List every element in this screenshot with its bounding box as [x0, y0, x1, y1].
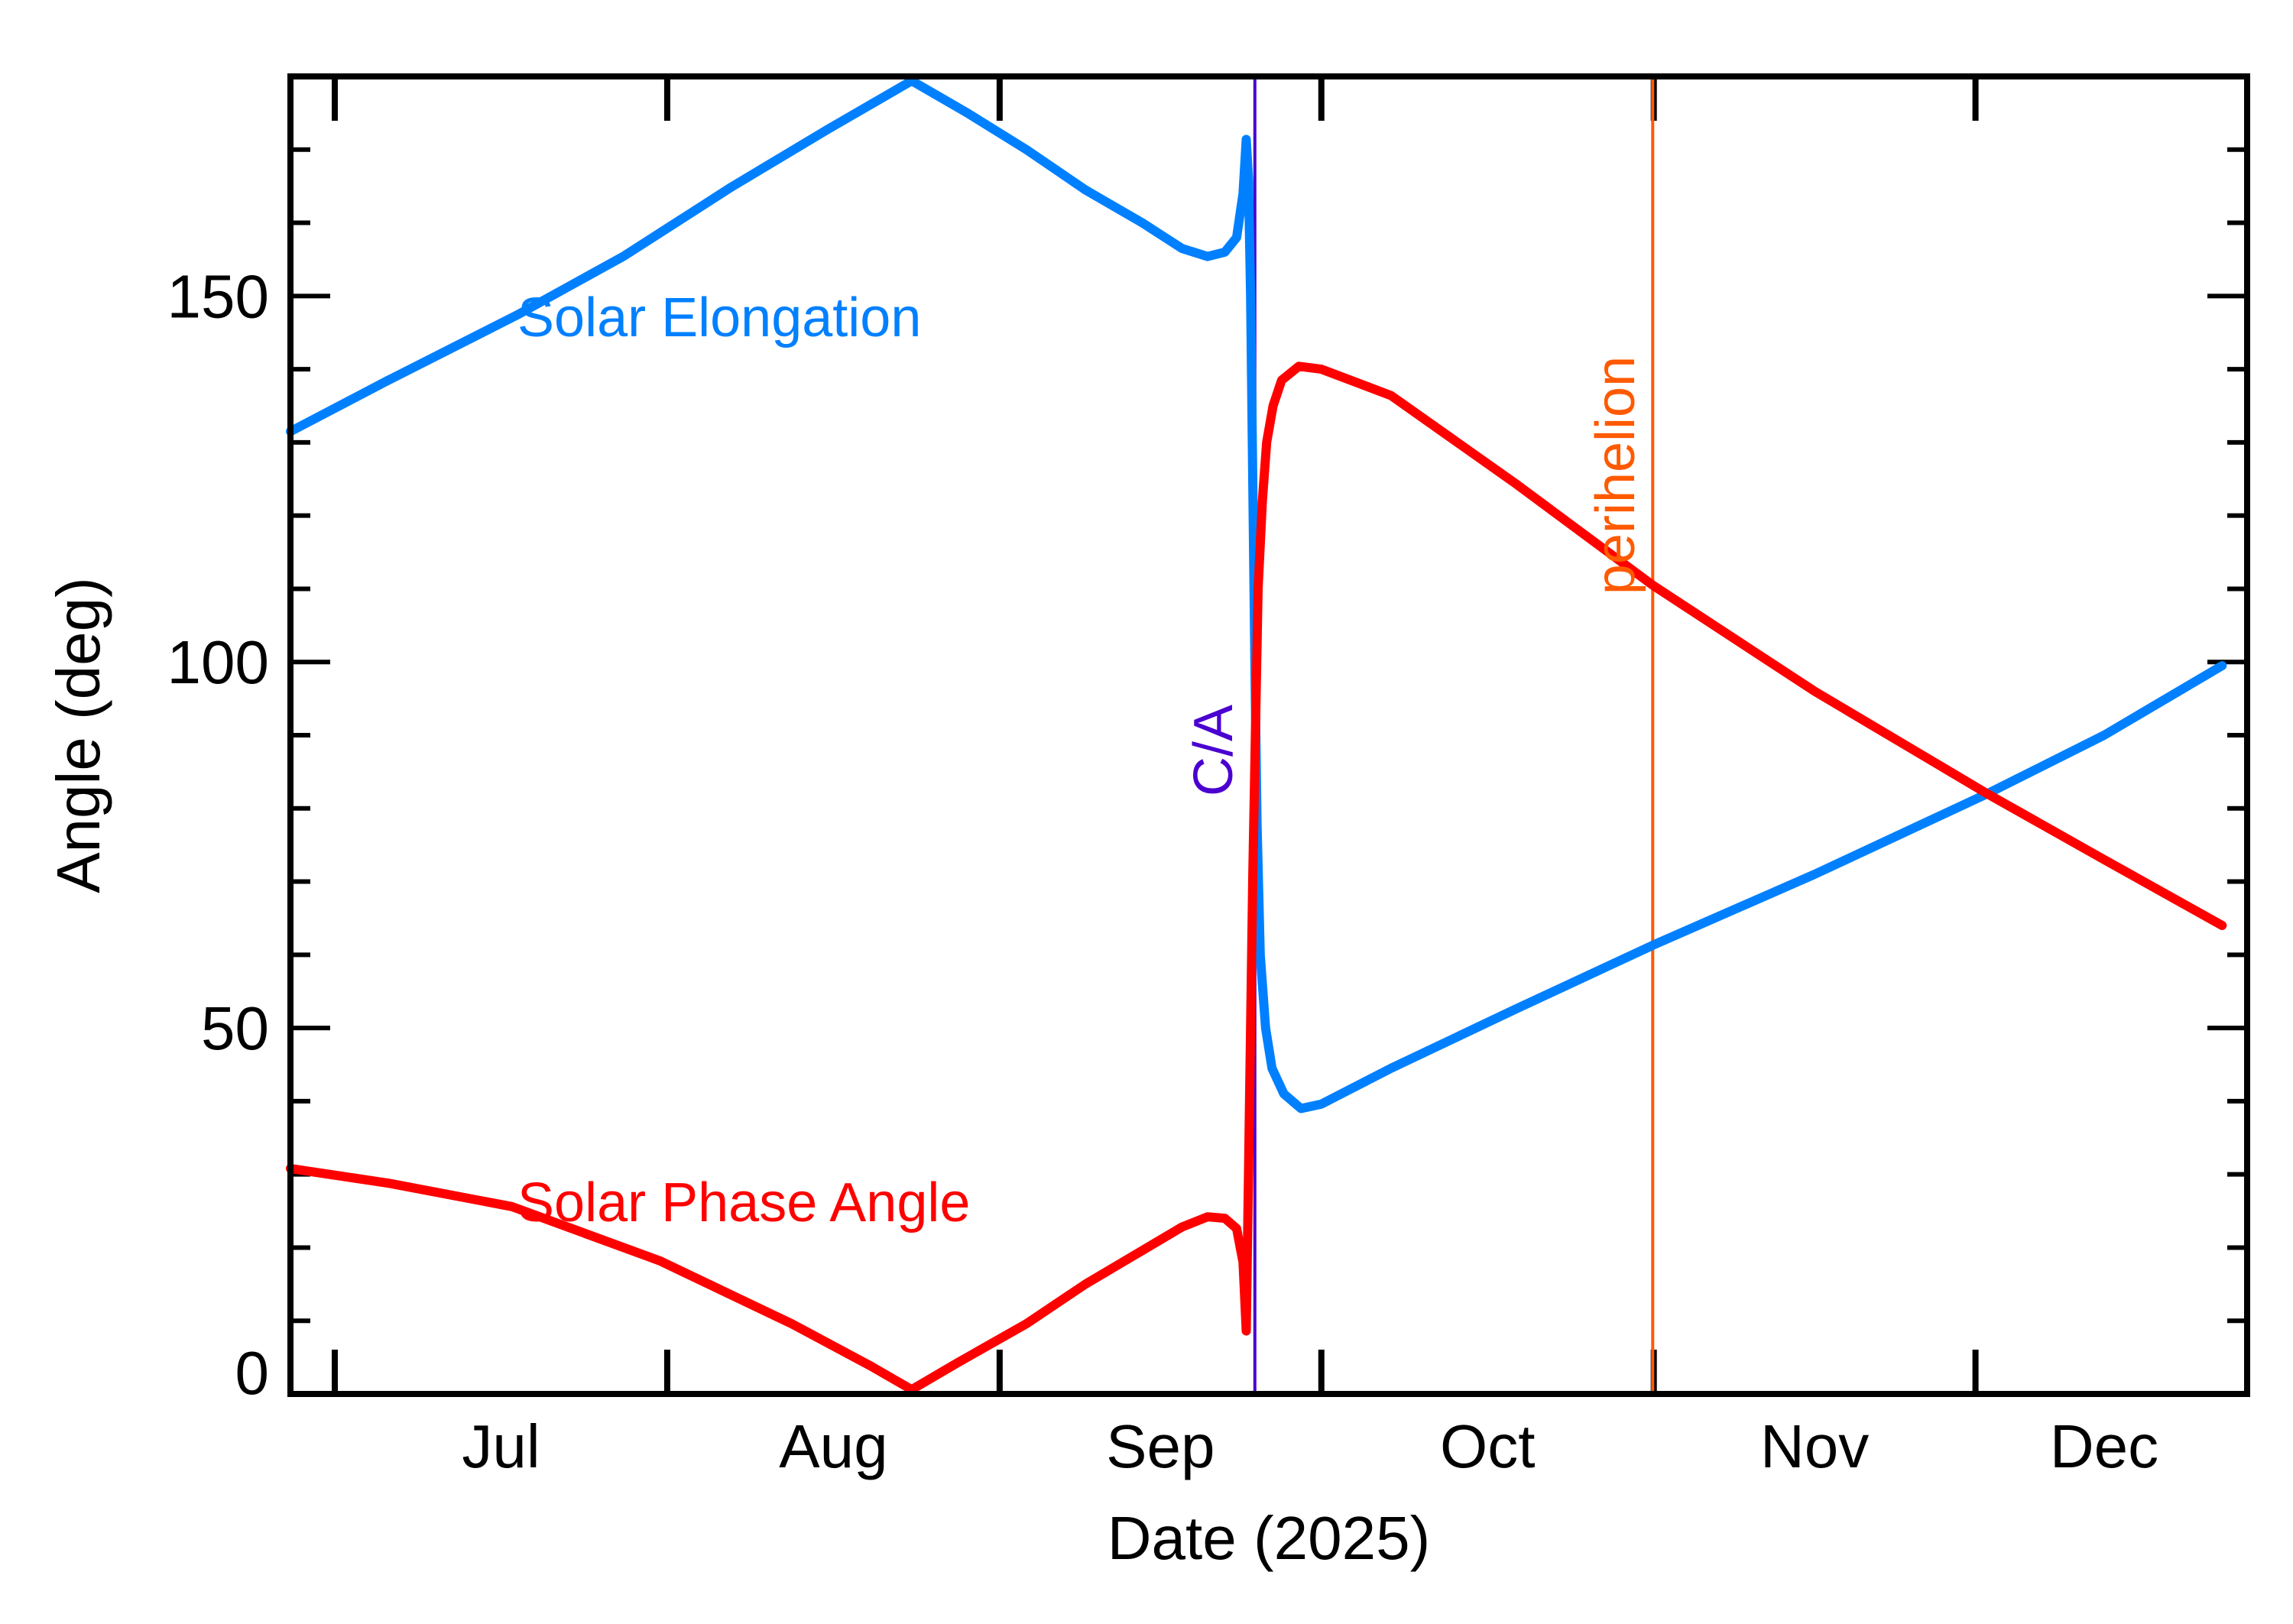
x-tick-label: Sep	[1106, 1412, 1215, 1480]
solar-phase-angle-label: Solar Phase Angle	[517, 1172, 970, 1233]
y-tick-labels: 0 50 100 150	[167, 262, 269, 1407]
closest-approach-label: C/A	[1183, 705, 1244, 796]
x-tick-label: Dec	[2050, 1412, 2158, 1480]
y-tick-label: 0	[235, 1339, 270, 1407]
solar-elongation-line	[286, 76, 2227, 1113]
y-axis-title: Angle (deg)	[44, 577, 112, 893]
x-axis-title: Date (2025)	[1108, 1504, 1430, 1572]
plot-frame	[287, 73, 2250, 1397]
x-tick-label: Jul	[462, 1412, 540, 1480]
solar-phase-angle-line	[286, 361, 2227, 1395]
solar-elongation-label: Solar Elongation	[517, 287, 921, 348]
x-tick-labels: Jul Aug Sep Oct Nov Dec	[462, 1412, 2158, 1480]
x-tick-label: Nov	[1760, 1412, 1869, 1480]
y-tick-label: 100	[167, 628, 269, 696]
perihelion-label: perihelion	[1585, 356, 1646, 595]
y-tick-label: 50	[201, 994, 269, 1062]
x-tick-label: Oct	[1440, 1412, 1535, 1480]
y-tick-label: 150	[167, 262, 269, 330]
x-tick-label: Aug	[779, 1412, 887, 1480]
series-group	[286, 76, 2227, 1395]
